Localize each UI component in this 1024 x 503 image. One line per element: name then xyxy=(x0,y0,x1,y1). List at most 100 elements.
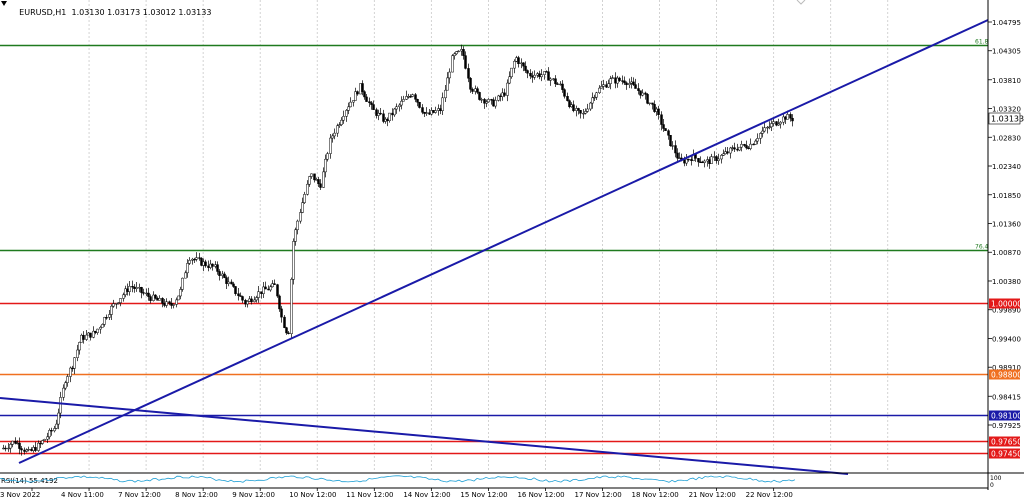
bull-candle xyxy=(165,301,168,306)
bull-candle xyxy=(329,137,332,154)
bear-candle xyxy=(646,94,649,104)
bull-candle xyxy=(340,119,343,125)
fibonacci-level-label: 76.4 xyxy=(975,244,989,251)
bear-candle xyxy=(20,448,23,451)
bear-candle xyxy=(621,80,624,82)
bull-candle xyxy=(740,144,743,148)
bear-candle xyxy=(568,100,571,108)
bear-candle xyxy=(161,298,164,304)
bear-candle xyxy=(414,94,417,100)
bear-candle xyxy=(428,112,431,115)
bull-candle xyxy=(487,99,490,103)
bear-candle xyxy=(605,84,608,88)
bull-candle xyxy=(128,286,131,292)
bull-candle xyxy=(766,127,769,129)
bull-candle xyxy=(96,328,99,333)
bull-candle xyxy=(772,121,775,124)
level-price-tag xyxy=(989,436,1020,447)
bull-candle xyxy=(342,116,345,121)
bear-candle xyxy=(676,152,679,159)
bull-candle xyxy=(480,99,483,101)
price-tick-label: 1.00870 xyxy=(992,249,1021,257)
bull-candle xyxy=(671,145,674,147)
bear-candle xyxy=(168,301,171,304)
bull-candle xyxy=(501,92,504,97)
bull-candle xyxy=(453,53,456,56)
falling-trendline[interactable] xyxy=(0,397,849,475)
bull-candle xyxy=(591,97,594,104)
bear-candle xyxy=(690,159,693,161)
bear-candle xyxy=(391,112,394,116)
bull-candle xyxy=(257,291,260,298)
bull-candle xyxy=(112,303,115,307)
bull-candle xyxy=(117,302,120,304)
bull-candle xyxy=(85,334,88,340)
bear-candle xyxy=(386,118,389,121)
bear-candle xyxy=(547,71,550,81)
chart-shift-marker[interactable] xyxy=(796,0,806,5)
bull-candle xyxy=(326,153,329,160)
bear-candle xyxy=(439,108,442,111)
bear-candle xyxy=(789,114,792,119)
bull-candle xyxy=(763,127,766,132)
bull-candle xyxy=(115,303,118,305)
bull-candle xyxy=(609,78,612,84)
bear-candle xyxy=(503,92,506,96)
bull-candle xyxy=(124,288,127,296)
bull-candle xyxy=(430,110,433,115)
bull-candle xyxy=(16,442,19,445)
bull-candle xyxy=(451,55,454,73)
bear-candle xyxy=(237,293,240,296)
ohlc-quote: 1.03130 1.03173 1.03012 1.03133 xyxy=(71,8,212,17)
level-price-tags: 1.00000 0.98800 0.98100 0.97650 0.97450 xyxy=(989,298,1022,459)
bear-candle xyxy=(701,161,704,164)
bear-candle xyxy=(39,442,42,445)
bull-candle xyxy=(48,430,51,438)
bull-candle xyxy=(724,151,727,155)
bull-candle xyxy=(575,108,578,111)
bull-candle xyxy=(177,295,180,301)
bear-candle xyxy=(545,71,548,73)
bull-candle xyxy=(584,111,587,114)
bear-candle xyxy=(278,295,281,310)
bull-candle xyxy=(508,76,511,84)
bear-candle xyxy=(517,57,520,65)
bear-candle xyxy=(637,88,640,91)
bear-candle xyxy=(156,298,159,301)
bull-candle xyxy=(731,147,734,149)
bear-candle xyxy=(752,143,755,146)
bull-candle xyxy=(685,158,688,164)
rsi-axis-bottom: 0 xyxy=(990,482,994,489)
chart-menu-arrow-icon[interactable] xyxy=(1,1,7,6)
bull-candle xyxy=(195,257,198,260)
bear-candle xyxy=(230,281,233,285)
bear-candle xyxy=(363,91,366,98)
bear-candle xyxy=(476,88,479,93)
bull-candle xyxy=(474,88,477,92)
bull-candle xyxy=(292,241,295,280)
bear-candle xyxy=(657,108,660,115)
time-tick-label: 15 Nov 12:00 xyxy=(460,491,507,499)
bull-candle xyxy=(306,183,309,195)
bear-candle xyxy=(775,121,778,126)
bear-candle xyxy=(264,286,267,290)
bull-candle xyxy=(324,158,327,173)
bear-candle xyxy=(30,448,33,451)
bull-candle xyxy=(437,108,440,111)
bull-candle xyxy=(628,83,631,86)
bear-candle xyxy=(529,72,532,77)
bear-candle xyxy=(126,288,129,292)
bull-candle xyxy=(589,102,592,110)
bear-candle xyxy=(379,112,382,115)
bull-candle xyxy=(322,171,325,188)
bull-candle xyxy=(460,49,463,52)
bull-candle xyxy=(446,77,449,91)
bull-candle xyxy=(703,160,706,163)
bear-candle xyxy=(653,104,656,112)
bull-candle xyxy=(595,92,598,98)
time-tick-label: 17 Nov 12:00 xyxy=(575,491,622,499)
bull-candle xyxy=(255,297,258,301)
rising-trendline[interactable] xyxy=(18,19,989,464)
